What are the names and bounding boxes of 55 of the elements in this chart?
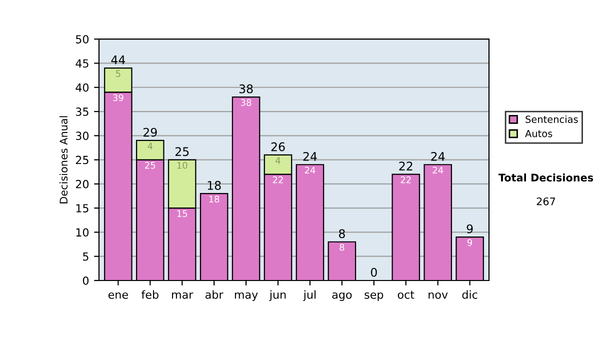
data-label: 22 — [400, 176, 411, 184]
x-tick-label: nov — [428, 292, 448, 299]
total-label: 26 — [271, 142, 285, 152]
legend-label: Sentencias — [526, 115, 578, 123]
data-label: 4 — [276, 157, 280, 164]
y-tick-label: 20 — [76, 180, 89, 188]
x-tick-label: sep — [364, 292, 384, 301]
data-label: 25 — [145, 162, 156, 169]
data-label: 24 — [304, 166, 316, 174]
x-tick-label: abr — [206, 290, 224, 299]
y-tick-label: 45 — [76, 59, 88, 68]
y-tick-label: 0 — [82, 276, 89, 285]
total-label: 29 — [144, 128, 157, 137]
x-tick-label: ago — [332, 292, 352, 301]
data-label: 5 — [116, 70, 120, 77]
data-label: 24 — [432, 166, 444, 174]
total-label: 9 — [466, 224, 473, 234]
x-tick-label: ene — [108, 292, 128, 299]
legend-label: Autos — [525, 130, 552, 138]
x-tick-label: feb — [142, 290, 158, 299]
total-label: 44 — [111, 56, 126, 64]
x-tick-label: may — [234, 292, 258, 301]
data-label: 10 — [177, 162, 188, 169]
data-label: 38 — [240, 99, 252, 106]
total-label: 22 — [399, 162, 412, 170]
data-label: 22 — [272, 176, 283, 184]
y-tick-label: 40 — [76, 83, 89, 92]
x-tick-label: dic — [462, 290, 478, 299]
y-tick-label: 5 — [83, 252, 88, 261]
x-tick-label: oct — [398, 290, 414, 299]
y-tick-label: 50 — [76, 35, 89, 44]
y-axis-title: Decisiones Anual — [60, 116, 68, 204]
x-tick-label: jul — [303, 290, 316, 301]
total-label: 38 — [239, 84, 253, 94]
total-label: 8 — [338, 229, 345, 238]
data-label: 4 — [148, 142, 153, 150]
total-label: 18 — [208, 180, 221, 190]
total-label: 25 — [175, 147, 189, 156]
x-tick-label: mar — [172, 292, 194, 299]
y-tick-label: 35 — [76, 107, 88, 116]
total-label: 24 — [303, 152, 317, 161]
y-tick-label: 10 — [76, 228, 89, 237]
data-label: 18 — [209, 196, 220, 203]
data-label: 15 — [177, 210, 188, 217]
total-label: 24 — [431, 152, 445, 161]
text: Total Decisiones — [498, 173, 594, 182]
y-tick-label: 15 — [76, 204, 88, 212]
total-label: 0 — [370, 268, 377, 277]
data-label: 8 — [340, 244, 344, 251]
x-tick-label: jun — [269, 290, 286, 301]
text: 267 — [536, 197, 556, 206]
y-tick-label: 25 — [76, 156, 88, 164]
data-label: 39 — [113, 94, 124, 102]
y-tick-label: 30 — [76, 132, 89, 140]
data-label: 9 — [468, 239, 472, 246]
